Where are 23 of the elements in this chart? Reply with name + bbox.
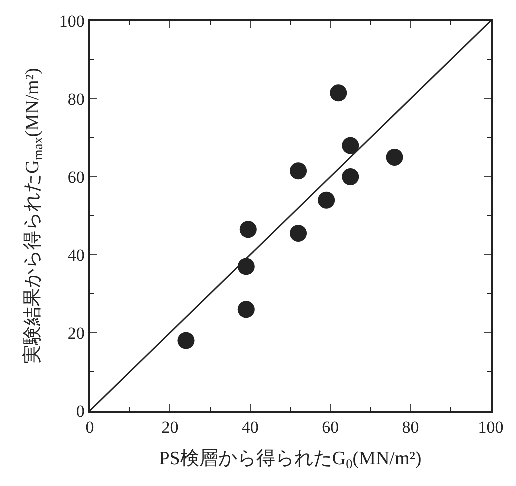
- x-tick-label: 80: [402, 418, 420, 438]
- y-tick-label: 100: [59, 12, 85, 31]
- point: [318, 192, 336, 209]
- point: [342, 137, 360, 154]
- x-tick-label: 60: [322, 418, 340, 438]
- x-tick-label: 40: [242, 418, 259, 438]
- point: [330, 84, 348, 102]
- y-tick-label: 20: [68, 324, 85, 343]
- point: [238, 301, 255, 318]
- point: [386, 149, 404, 166]
- x-axis-title: PS検層から得られたG$_{0}$(MN/m²): [159, 448, 422, 472]
- point: [342, 168, 360, 186]
- point: [240, 221, 257, 238]
- point: [290, 162, 308, 180]
- y-tick-label: 40: [68, 246, 85, 265]
- y-tick-label: 0: [76, 402, 85, 421]
- x-tick-label: 100: [478, 418, 504, 438]
- y-tick-label: 60: [68, 168, 85, 187]
- point: [290, 225, 308, 242]
- y-tick-label: 80: [68, 90, 85, 109]
- point: [238, 258, 255, 276]
- point: [178, 332, 195, 350]
- x-tick-label: 20: [162, 418, 179, 438]
